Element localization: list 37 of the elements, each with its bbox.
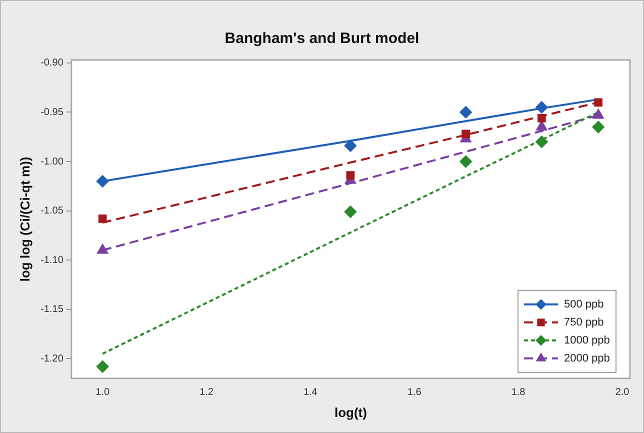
y-tick-label: -1.15 <box>40 304 64 316</box>
x-tick-label: 1.2 <box>200 387 214 398</box>
point <box>344 206 356 218</box>
point <box>536 121 547 131</box>
x-tick-label: 1.8 <box>511 387 526 398</box>
y-axis-title: log log (Ci/(Ci-qt m)) <box>17 156 32 282</box>
x-tick-label: 2.0 <box>615 387 630 398</box>
point <box>592 121 604 134</box>
legend-label: 500 ppb <box>564 298 604 310</box>
point <box>96 175 109 188</box>
legend-label: 2000 ppb <box>564 352 610 364</box>
point <box>594 98 602 107</box>
y-tick-label: -0.90 <box>40 58 64 69</box>
legend-label: 750 ppb <box>564 316 604 328</box>
point <box>96 360 109 373</box>
point <box>536 136 548 148</box>
x-tick-label: 1.0 <box>96 387 110 398</box>
point <box>460 106 472 118</box>
chart-title: Bangham's and Burt model <box>224 30 420 48</box>
y-tick-label: -0.95 <box>40 106 64 118</box>
x-tick-label: 1.6 <box>407 387 422 398</box>
legend-label: 1000 ppb <box>564 334 610 346</box>
point <box>536 101 548 114</box>
point <box>592 109 604 119</box>
point <box>460 156 472 168</box>
point <box>346 171 355 180</box>
x-axis-title: log(t) <box>334 404 367 420</box>
x-tick-label: 1.4 <box>303 387 318 398</box>
y-tick-label: -1.05 <box>40 206 64 217</box>
point <box>97 244 108 254</box>
y-tick-label: -1.00 <box>40 156 64 168</box>
point <box>98 214 107 223</box>
point <box>344 140 356 152</box>
y-tick-label: -1.20 <box>40 353 64 364</box>
y-tick-label: -1.10 <box>40 254 64 266</box>
point <box>462 130 470 138</box>
point <box>537 114 546 122</box>
